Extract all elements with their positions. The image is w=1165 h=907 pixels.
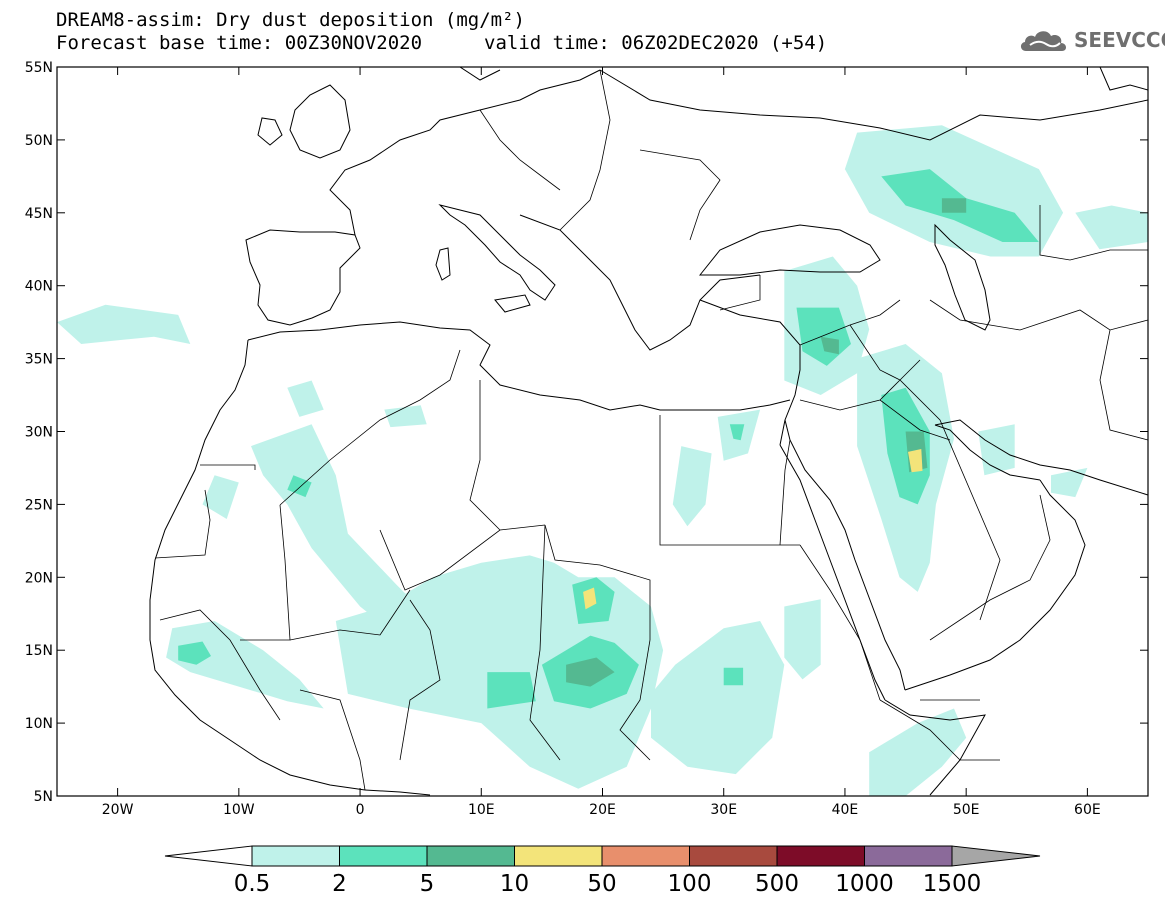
dust-region-14 bbox=[723, 667, 744, 686]
seevccc-logo: SEEVCCC bbox=[1018, 25, 1165, 55]
colorbar-label: 100 bbox=[668, 871, 712, 897]
colorbar-swatch bbox=[776, 845, 865, 867]
colorbar-label: 5 bbox=[420, 871, 435, 897]
colorbar-label: 500 bbox=[755, 871, 799, 897]
colorbar-swatch bbox=[251, 845, 340, 867]
lat-tick-label: 50N bbox=[25, 133, 53, 149]
dust-region-13 bbox=[651, 621, 785, 775]
colorbar-high-arrow bbox=[951, 845, 1041, 867]
lon-tick-label: 60E bbox=[1074, 802, 1101, 818]
dust-region-32 bbox=[1075, 205, 1148, 250]
dust-region-4 bbox=[202, 475, 239, 519]
colorbar-swatch bbox=[601, 845, 690, 867]
colorbar-low-arrow bbox=[164, 845, 253, 867]
valid-time: valid time: 06Z02DEC2020 (+54) bbox=[484, 32, 828, 54]
dust-region-31 bbox=[941, 198, 967, 213]
dust-region-16 bbox=[672, 446, 712, 527]
lat-tick-label: 5N bbox=[34, 789, 53, 805]
lat-tick-label: 40N bbox=[25, 279, 53, 295]
dust-region-1 bbox=[178, 641, 211, 665]
lat-tick-label: 25N bbox=[25, 497, 53, 513]
colorbar-label: 1500 bbox=[923, 871, 982, 897]
lat-tick-label: 10N bbox=[25, 716, 53, 732]
dust-region-15 bbox=[784, 599, 821, 680]
axis-ticks: 5N 10N 15N 20N 25N 30N 35N 40N 45N 50N 55N 20W 10W 0 1… bbox=[25, 60, 1148, 818]
colorbar-swatch bbox=[514, 845, 603, 867]
lon-tick-label: 50E bbox=[953, 802, 980, 818]
colorbar-swatch bbox=[426, 845, 515, 867]
dust-region-21 bbox=[820, 336, 839, 355]
colorbar-swatch bbox=[689, 845, 778, 867]
dust-region-6 bbox=[384, 405, 427, 428]
lat-tick-label: 30N bbox=[25, 425, 53, 441]
colorbar-swatch bbox=[864, 845, 953, 867]
coastline-layer bbox=[149, 67, 1148, 796]
dust-region-33 bbox=[57, 304, 191, 344]
lon-tick-label: 30E bbox=[710, 802, 737, 818]
dust-region-9 bbox=[487, 672, 536, 709]
map-title: DREAM8-assim: Dry dust deposition (mg/m²… bbox=[56, 9, 525, 31]
forecast-base-time: Forecast base time: 00Z30NOV2020 bbox=[56, 32, 423, 54]
lon-tick-label: 20W bbox=[102, 802, 134, 818]
lat-tick-label: 55N bbox=[25, 60, 53, 76]
lon-tick-label: 40E bbox=[832, 802, 859, 818]
cloud-icon bbox=[1020, 31, 1067, 51]
borders-layer bbox=[154, 69, 1148, 791]
dust-region-10 bbox=[566, 657, 615, 687]
lat-tick-label: 15N bbox=[25, 643, 53, 659]
colorbar-label: 1000 bbox=[835, 871, 894, 897]
lon-tick-label: 0 bbox=[356, 802, 365, 818]
dust-region-23 bbox=[881, 387, 930, 505]
colorbar-label: 50 bbox=[587, 871, 616, 897]
lon-tick-label: 10E bbox=[468, 802, 495, 818]
colorbar-label: 0.5 bbox=[234, 871, 271, 897]
colorbar-label: 2 bbox=[332, 871, 347, 897]
dust-region-27 bbox=[1051, 467, 1088, 498]
colorbar-label: 10 bbox=[500, 871, 529, 897]
lat-tick-label: 45N bbox=[25, 206, 53, 222]
lat-tick-label: 20N bbox=[25, 570, 53, 586]
dust-region-3 bbox=[287, 475, 312, 498]
dust-region-28 bbox=[869, 708, 967, 796]
lat-tick-label: 35N bbox=[25, 352, 53, 368]
colorbar-swatch bbox=[339, 845, 428, 867]
lon-tick-label: 20E bbox=[589, 802, 616, 818]
dust-region-18 bbox=[729, 424, 745, 441]
dust-region-12 bbox=[583, 587, 597, 610]
lon-tick-label: 10W bbox=[223, 802, 255, 818]
logo-text: SEEVCCC bbox=[1074, 28, 1165, 52]
dust-region-25 bbox=[908, 449, 923, 473]
dust-region-5 bbox=[287, 380, 324, 417]
dust-deposition-layer bbox=[57, 125, 1148, 796]
